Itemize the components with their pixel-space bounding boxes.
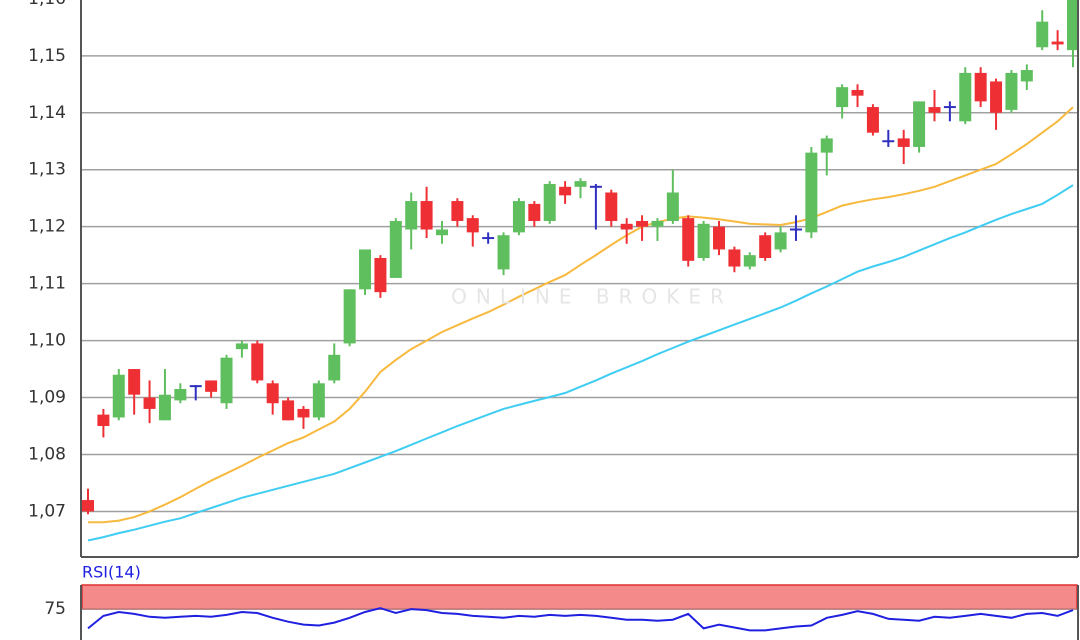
candle-body [959, 72, 972, 122]
price-panel: 1,07 1,08 1,09 1,10 1,11 1,12 1,13 1,14 1,15 1,16 [28, 0, 1079, 542]
candle-body [97, 414, 110, 427]
candle-body [559, 186, 572, 196]
candle-body [220, 357, 233, 404]
y-tick-label: 75 [44, 599, 66, 619]
candle-body [158, 394, 171, 421]
candle-body [836, 87, 849, 108]
candle-body [266, 383, 279, 404]
candle-body [128, 369, 141, 395]
candle-body [82, 500, 94, 512]
candle-body [866, 107, 879, 133]
candle-body [143, 397, 156, 409]
y-tick-label: 1,10 [28, 331, 66, 351]
moving-average-line [88, 106, 1074, 524]
overbought-band [81, 584, 1078, 610]
candle-body [974, 72, 987, 102]
candle-body [897, 138, 910, 147]
candle-body [312, 383, 325, 418]
candle-body [1051, 41, 1064, 45]
candle-body [466, 218, 479, 233]
rsi-line [87, 607, 1074, 632]
candle-body [620, 223, 633, 230]
candle-body [1067, 0, 1079, 51]
candle-body [251, 343, 264, 381]
rsi-title: RSI(14) [82, 563, 141, 582]
y-tick-label: 1,08 [28, 444, 66, 464]
y-tick-label: 1,07 [28, 501, 66, 521]
candle-body [497, 235, 510, 270]
candle-body [543, 183, 556, 221]
candle-body [774, 232, 787, 250]
candle-body [666, 192, 679, 221]
candle-body [435, 229, 448, 236]
candle-body [1020, 70, 1033, 82]
candle-body [451, 201, 464, 221]
candle-body [743, 255, 756, 267]
candle-body [697, 223, 710, 258]
candle-body [651, 220, 664, 227]
candle-body [605, 192, 618, 221]
candle-body [682, 218, 695, 261]
candle-body [112, 374, 125, 418]
candle-body [205, 380, 218, 392]
candle-body [235, 343, 248, 350]
candle-body [805, 152, 818, 233]
candle-body [405, 201, 418, 230]
candle-body [174, 388, 187, 401]
candle-body [328, 354, 341, 381]
candle-body [851, 89, 864, 96]
watermark: ONLINE BROKER [451, 285, 733, 309]
candle-body [297, 408, 310, 418]
moving-average-line [87, 184, 1074, 542]
candle-body [759, 235, 772, 258]
candle-body [389, 220, 402, 278]
candle-body [713, 226, 726, 250]
y-tick-label: 1,16 [28, 0, 66, 9]
candle-body [728, 249, 741, 267]
candle-body [928, 107, 941, 113]
candle-body [359, 249, 372, 290]
y-tick-label: 1,14 [28, 103, 66, 123]
candle-body [913, 101, 926, 147]
y-tick-label: 1,11 [28, 274, 66, 294]
candle-body [820, 138, 833, 153]
y-tick-label: 1,15 [28, 46, 66, 66]
candle-body [1005, 72, 1018, 110]
y-tick-label: 1,12 [28, 217, 66, 237]
candle-body [282, 400, 295, 421]
candle-body [528, 203, 541, 221]
candle-body [990, 81, 1003, 113]
candle-body [420, 201, 433, 230]
candle-body [512, 201, 525, 233]
candle-body [574, 181, 587, 187]
candle-body [1036, 21, 1049, 48]
y-tick-label: 1,09 [28, 388, 66, 408]
rsi-panel: 75 [44, 584, 1078, 632]
candle-body [343, 289, 356, 344]
candle-body [374, 257, 387, 293]
y-tick-label: 1,13 [28, 160, 66, 180]
candle-body [636, 220, 649, 227]
